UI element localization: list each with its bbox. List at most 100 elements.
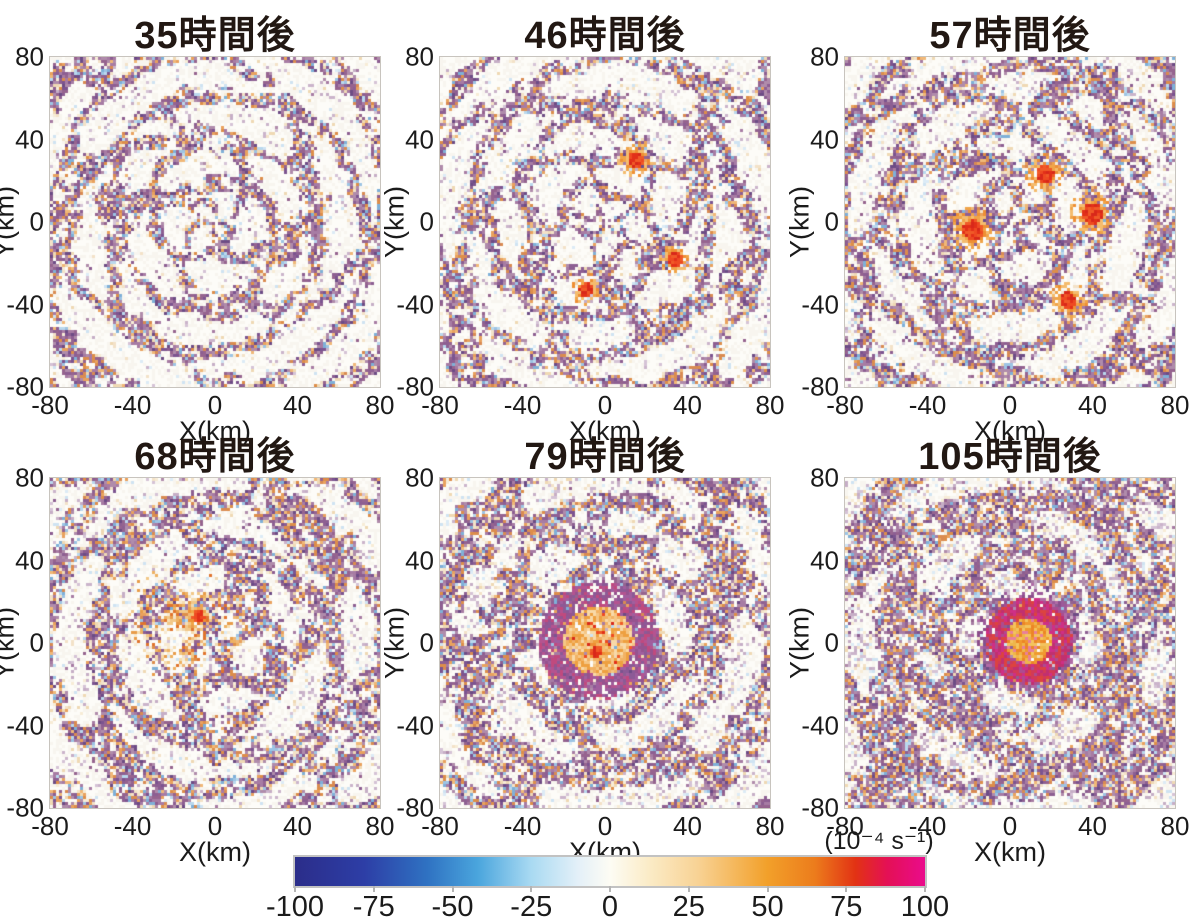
y-tick-label: -40 (396, 710, 434, 740)
colorbar-tick-mark (530, 886, 533, 892)
x-tick-label: -80 (826, 390, 864, 420)
x-tick-label: -40 (113, 390, 152, 420)
x-tick-label: 80 (755, 390, 785, 420)
panel-title: 46時間後 (524, 15, 686, 57)
panel-title: 35時間後 (134, 15, 296, 57)
colorbar-tick-mark (372, 886, 375, 892)
panel-105h: 105時間後 Y(km) X(km) -80 -40 0 40 80 80 40 0 -40 -8… (785, 436, 1190, 867)
x-tick-label: -80 (31, 390, 69, 420)
x-tick-label: -80 (826, 811, 864, 841)
x-tick-label: 0 (1002, 811, 1018, 841)
y-tick-label: -80 (6, 792, 44, 823)
y-tick-label: 40 (15, 545, 44, 575)
y-tick-label: 40 (810, 545, 839, 575)
heatmap-57h (844, 56, 1176, 388)
panel-title: 57時間後 (929, 15, 1091, 57)
colorbar-tick-mark (687, 886, 690, 892)
x-tick-label: 0 (597, 811, 613, 841)
x-tick-label: 80 (1160, 390, 1190, 420)
panel-57h: 57時間後 Y(km) X(km) -80 -40 0 40 80 80 40 0 -40 -80 (785, 15, 1190, 446)
panel-title: 68時間後 (134, 436, 296, 478)
x-tick-label: 0 (1002, 390, 1018, 420)
colorbar-unit-label: (10⁻⁴ s⁻¹) (824, 827, 934, 855)
colorbar-tick-mark (766, 886, 769, 892)
colorbar-tick-label: -25 (510, 891, 553, 922)
heatmap-68h (49, 477, 381, 809)
x-tick-label: 80 (1160, 811, 1190, 841)
colorbar-tick-mark (845, 886, 848, 892)
x-tick-label: 0 (207, 811, 223, 841)
colorbar-tick-label: -75 (352, 891, 395, 922)
x-tick-label: -80 (421, 390, 459, 420)
heatmap-46h (439, 56, 771, 388)
colorbar-tick-mark (294, 886, 296, 892)
x-tick-label: -40 (503, 390, 542, 420)
panel-35h: 35時間後 Y(km) X(km) -80 -40 0 40 80 80 40 0 -40 -80 (0, 15, 394, 446)
x-axis-label: X(km) (179, 416, 251, 446)
heatmap-35h (49, 56, 381, 388)
colorbar-gradient (293, 855, 927, 888)
y-tick-label: -80 (396, 371, 434, 402)
y-tick-label: 80 (405, 462, 434, 493)
panel-79h: 79時間後 Y(km) X(km) -80 -40 0 40 80 80 40 0 -40 -80 (380, 436, 785, 867)
heatmap-79h (439, 477, 771, 809)
y-tick-label: -40 (6, 710, 44, 740)
x-axis-label: X(km) (569, 416, 641, 446)
y-tick-label: 80 (15, 41, 44, 72)
y-tick-label: 40 (405, 124, 434, 154)
panel-46h: 46時間後 Y(km) X(km) -80 -40 0 40 80 80 40 0 -40 -80 (380, 15, 785, 446)
colorbar-tick-label: 100 (900, 891, 950, 922)
colorbar-tick-label: 25 (672, 891, 705, 922)
x-axis-label: X(km) (974, 416, 1046, 446)
x-tick-label: 0 (207, 390, 223, 420)
x-tick-label: 40 (283, 811, 312, 841)
y-tick-label: 80 (405, 41, 434, 72)
y-tick-label: 40 (810, 124, 839, 154)
colorbar-tick-label: 75 (830, 891, 863, 922)
x-tick-label: 40 (1078, 390, 1107, 420)
panel-title: 79時間後 (524, 436, 686, 478)
colorbar-tick-label: 50 (751, 891, 784, 922)
x-axis-label: X(km) (179, 837, 251, 867)
y-tick-label: 0 (419, 627, 434, 658)
x-tick-label: 40 (283, 390, 312, 420)
panel-title: 105時間後 (918, 436, 1102, 478)
x-tick-label: 40 (673, 811, 702, 841)
colorbar-tick-mark (924, 886, 926, 892)
y-tick-label: 40 (15, 124, 44, 154)
x-tick-label: 40 (1078, 811, 1107, 841)
x-tick-label: 80 (755, 811, 785, 841)
colorbar-tick-label: -50 (431, 891, 474, 922)
y-tick-label: -80 (396, 792, 434, 823)
y-tick-label: -40 (801, 289, 839, 319)
x-tick-label: 40 (673, 390, 702, 420)
panel-68h: 68時間後 Y(km) X(km) -80 -40 0 40 80 80 40 0 -40 -80 (0, 436, 394, 867)
y-tick-label: -40 (396, 289, 434, 319)
x-tick-label: -80 (421, 811, 459, 841)
y-tick-label: -80 (801, 792, 839, 823)
y-tick-label: 0 (29, 627, 44, 658)
y-tick-label: 80 (15, 462, 44, 493)
x-tick-label: -40 (908, 390, 947, 420)
y-tick-label: -80 (6, 371, 44, 402)
heatmap-105h (844, 477, 1176, 809)
colorbar-tick-mark (609, 886, 611, 892)
y-tick-label: 0 (29, 206, 44, 237)
x-tick-label: -40 (908, 811, 947, 841)
y-tick-label: 0 (419, 206, 434, 237)
y-tick-label: 40 (405, 545, 434, 575)
y-tick-label: -40 (6, 289, 44, 319)
y-tick-label: 0 (824, 206, 839, 237)
x-tick-label: -40 (503, 811, 542, 841)
x-tick-label: 0 (597, 390, 613, 420)
x-tick-label: -80 (31, 811, 69, 841)
y-tick-label: -80 (801, 371, 839, 402)
x-axis-label: X(km) (974, 837, 1046, 867)
colorbar-tick-label: 0 (601, 891, 619, 922)
x-tick-label: 80 (365, 811, 395, 841)
y-tick-label: 80 (810, 41, 839, 72)
y-tick-label: 0 (824, 627, 839, 658)
x-tick-label: -40 (113, 811, 152, 841)
x-tick-label: 80 (365, 390, 395, 420)
